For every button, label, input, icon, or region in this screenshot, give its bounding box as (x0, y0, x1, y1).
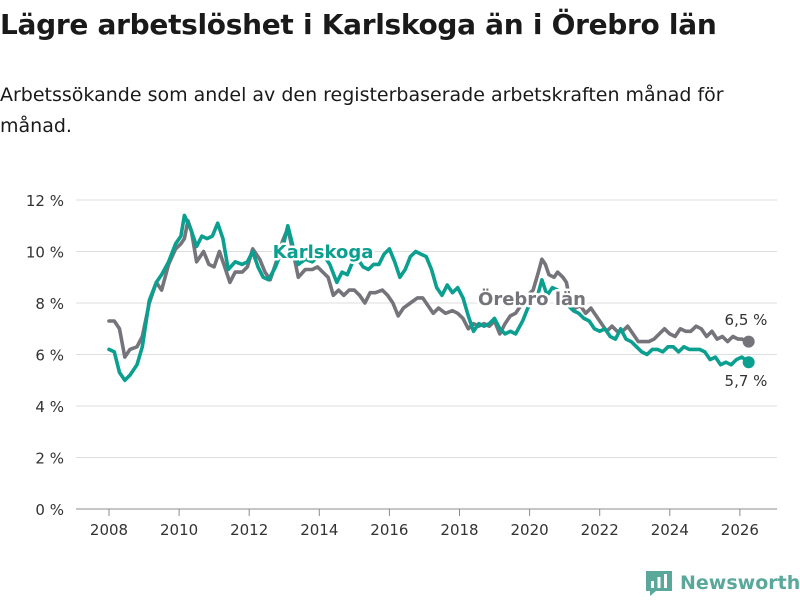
end-point-orebro-lan (742, 335, 755, 348)
y-tick-label: 0 % (35, 501, 64, 519)
y-tick-label: 6 % (35, 347, 64, 365)
y-tick-label: 12 % (26, 192, 64, 210)
y-tick-label: 4 % (35, 398, 64, 416)
series-label-karlskoga: Karlskoga (273, 242, 374, 263)
chart-grid (76, 199, 777, 510)
x-tick-label: 2020 (511, 521, 549, 539)
y-tick-label: 10 % (26, 244, 64, 262)
series-label-orebro-lan: Örebro län (478, 288, 586, 310)
x-tick-label: 2014 (300, 521, 338, 539)
x-tick-label: 2026 (721, 521, 759, 539)
page-subtitle: Arbetssökande som andel av den registerb… (0, 84, 724, 137)
x-tick-label: 2024 (651, 521, 689, 539)
x-tick-label: 2018 (440, 521, 478, 539)
series-line-karlskoga (107, 213, 751, 383)
y-tick-label: 8 % (35, 295, 64, 313)
page-title: Lägre arbetslöshet i Karlskoga än i Öreb… (0, 8, 717, 41)
series-line-orebro-lan (107, 218, 751, 359)
brand-logo: Newsworthy (644, 568, 800, 598)
newsworthy-logo-icon (646, 571, 672, 596)
x-tick-label: 2008 (90, 521, 128, 539)
x-tick-label: 2010 (160, 521, 198, 539)
x-tick-label: 2022 (581, 521, 619, 539)
end-point-karlskoga (742, 356, 755, 369)
end-value-label-karlskoga: 5,7 % (725, 372, 768, 390)
chart-labels: Örebro län Karlskoga 6,5 % 5,7 % (270, 240, 769, 393)
y-tick-label: 2 % (35, 450, 64, 468)
x-tick-label: 2012 (230, 521, 268, 539)
x-tick-label: 2016 (370, 521, 408, 539)
chart-axes: 0 % 2 % 4 % 6 % 8 % 10 % 12 % 2008 2010 2012 2014 2… (26, 192, 759, 539)
end-value-label-orebro-lan: 6,5 % (725, 311, 768, 329)
brand-name: Newsworthy (680, 572, 800, 594)
chart-series (107, 213, 755, 383)
